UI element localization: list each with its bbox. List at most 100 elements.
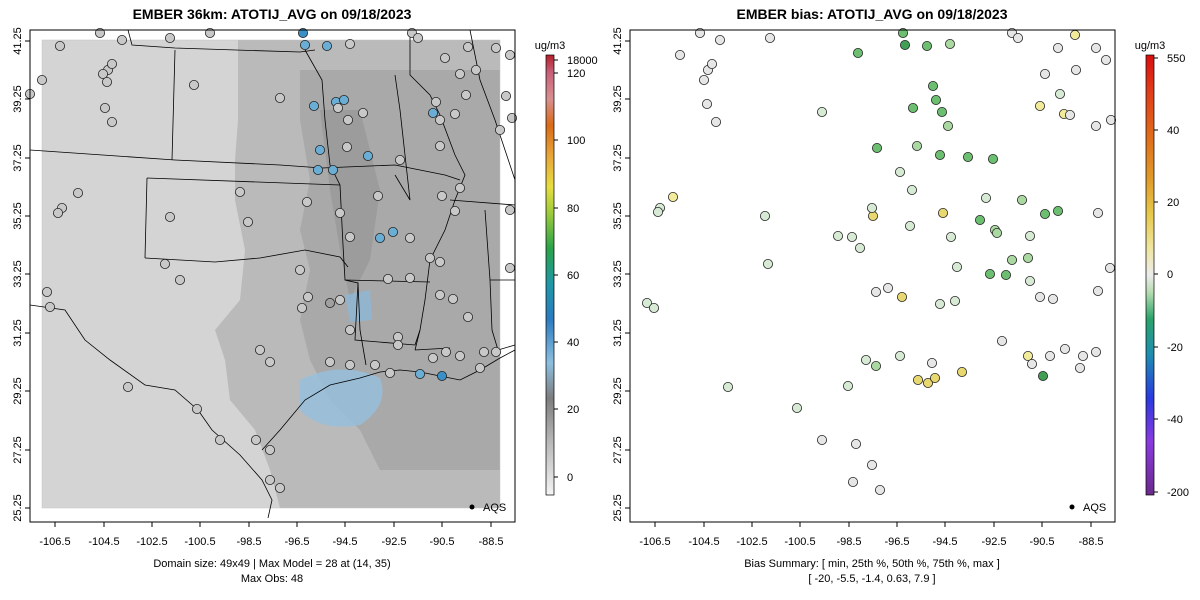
right-station-marker (1091, 43, 1102, 54)
right-station-marker (992, 227, 1003, 238)
right-colorbar-label: 550 (1167, 53, 1185, 65)
left-legend-marker (469, 504, 475, 510)
left-station-marker (242, 216, 253, 227)
right-station-marker (1070, 29, 1081, 40)
left-x-tick-label: -106.5 (39, 536, 70, 548)
right-x-tick-label: -98.5 (836, 536, 861, 548)
right-station-marker (1017, 194, 1028, 205)
left-legend-label: AQS (483, 502, 506, 514)
right-station-marker (1023, 350, 1034, 361)
left-station-marker (264, 356, 275, 367)
right-station-marker (897, 291, 908, 302)
left-station-marker (412, 33, 423, 44)
left-station-marker (500, 91, 511, 102)
left-x-tick-label: -88.5 (478, 536, 503, 548)
left-station-marker (159, 258, 170, 269)
left-plot-frame (29, 29, 516, 523)
right-y-tick-label: 27.25 (612, 436, 624, 464)
left-station-marker (434, 256, 445, 267)
left-y-tick-label: 41.25 (12, 27, 24, 55)
left-x-axis: -106.5 -104.5 -102.5 -100.5 -98.5 -96.5 -94.5 -… (39, 522, 504, 548)
right-station-marker (931, 95, 942, 106)
left-station-marker (382, 273, 393, 284)
right-station-marker (1048, 293, 1059, 304)
right-plot-frame (629, 29, 1116, 523)
left-y-tick-label: 39.25 (12, 85, 24, 113)
left-station-marker (424, 252, 435, 263)
left-colorbar-label: 80 (567, 203, 579, 215)
right-station-marker (905, 220, 916, 231)
left-station-marker (264, 474, 275, 485)
left-station-marker (460, 90, 471, 101)
left-station-marker (387, 226, 398, 237)
left-y-tick-label: 37.25 (12, 144, 24, 172)
right-station-marker (895, 166, 906, 177)
right-station-marker (843, 380, 854, 391)
left-station-marker (302, 291, 313, 302)
right-x-axis: -106.5 -104.5 -102.5 -100.5 -98.5 -96.5 -94.5 -… (639, 522, 1104, 548)
right-station-marker (711, 117, 722, 128)
right-colorbar-label: -200 (1167, 487, 1189, 499)
left-station-markers (24, 27, 517, 493)
right-station-marker (642, 297, 653, 308)
left-station-marker (494, 125, 505, 136)
right-station-marker (1025, 275, 1036, 286)
right-station-marker (853, 48, 864, 59)
right-station-marker (912, 140, 923, 151)
right-station-marker (928, 81, 939, 92)
left-station-marker (362, 150, 373, 161)
left-station-marker (454, 69, 465, 80)
right-station-marker (975, 214, 986, 225)
right-station-marker (1001, 269, 1012, 280)
left-station-marker (188, 80, 199, 91)
left-station-marker (369, 359, 380, 370)
right-station-marker (985, 268, 996, 279)
right-y-tick-label: 35.25 (612, 202, 624, 230)
left-station-marker (296, 302, 307, 313)
left-station-marker (434, 115, 445, 126)
right-station-marker (867, 459, 878, 470)
left-station-marker (274, 93, 285, 104)
left-colorbar-label: 20 (567, 404, 579, 416)
right-station-marker (1060, 343, 1071, 354)
right-station-marker (715, 35, 726, 46)
left-colorbar-units: ug/m3 (535, 40, 566, 52)
right-station-marker (946, 231, 957, 242)
left-x-tick-label: -92.5 (381, 536, 406, 548)
left-station-marker (341, 141, 352, 152)
right-station-marker (923, 377, 934, 388)
left-station-marker (404, 272, 415, 283)
left-station-marker (344, 359, 355, 370)
right-station-marker (997, 335, 1008, 346)
right-station-marker (1040, 69, 1051, 80)
right-station-marker (943, 121, 954, 132)
right-footer-line1: Bias Summary: [ min, 25th %, 50th %, 75t… (744, 558, 1000, 570)
right-station-marker (935, 298, 946, 309)
left-station-marker (324, 356, 335, 367)
left-station-marker (308, 101, 319, 112)
right-station-marker (1093, 285, 1104, 296)
right-station-marker (908, 103, 919, 114)
right-station-marker (957, 366, 968, 377)
right-station-marker (1093, 207, 1104, 218)
right-station-marker (935, 149, 946, 160)
right-x-tick-label: -92.5 (981, 536, 1006, 548)
right-x-tick-label: -94.5 (932, 536, 957, 548)
left-station-marker (301, 196, 312, 207)
right-station-marker (913, 374, 924, 385)
right-panel-title: EMBER bias: ATOTIJ_AVG on 09/18/2023 (736, 6, 1007, 22)
right-station-marker (872, 142, 883, 153)
left-station-marker (504, 50, 515, 61)
left-station-marker (454, 350, 465, 361)
left-station-marker (274, 482, 285, 493)
right-y-tick-label: 33.25 (612, 260, 624, 288)
left-colorbar-label: 40 (567, 337, 579, 349)
right-station-marker (1091, 346, 1102, 357)
right-station-marker (1023, 252, 1034, 263)
left-x-tick-label: -96.5 (284, 536, 309, 548)
right-station-marker (695, 27, 706, 38)
left-station-marker (312, 164, 323, 175)
right-footer-line2: [ -20, -5.5, -1.4, 0.63, 7.9 ] (808, 573, 935, 585)
right-station-marker (833, 230, 844, 241)
